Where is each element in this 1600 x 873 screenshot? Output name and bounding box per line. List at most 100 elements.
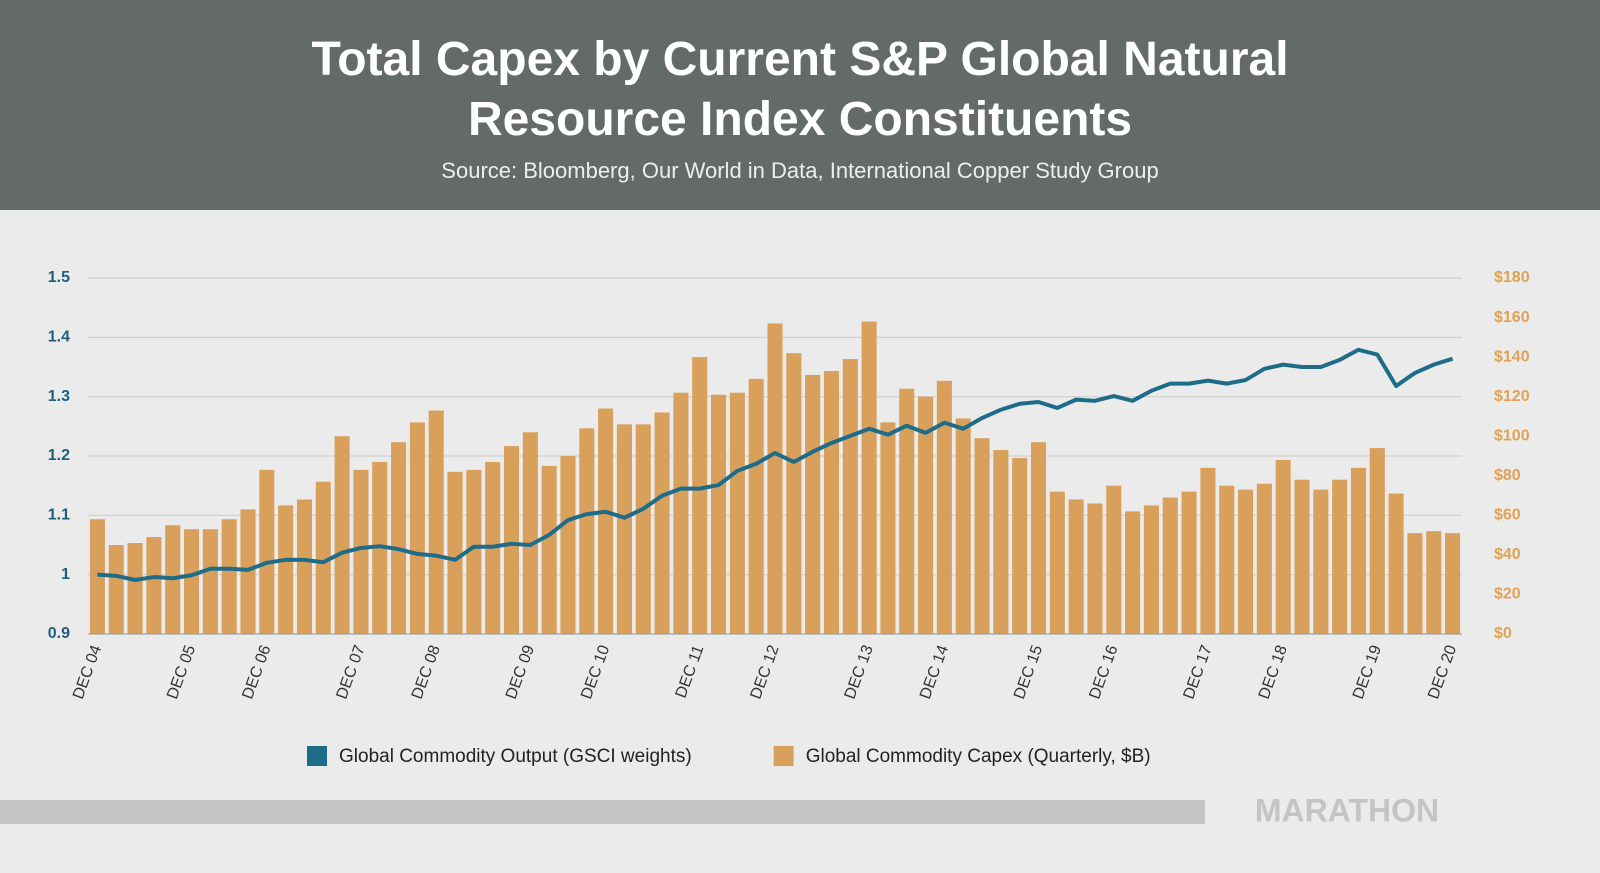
y2-tick-label: $160 [1494,309,1530,326]
bar [805,374,821,634]
bar [974,438,990,634]
bar [579,428,595,634]
bar [1238,489,1254,634]
y-tick-label: 1.5 [48,269,70,286]
bar [1143,505,1159,634]
bar [786,353,802,634]
y2-tick-label: $140 [1494,348,1530,365]
bar [1332,479,1348,634]
bar [1313,489,1329,634]
y-tick-label: 1.4 [48,329,70,346]
chart-title: Total Capex by Current S&P Global Natura… [311,33,1289,146]
y-tick-label: 0.9 [48,625,70,642]
x-tick-label: DEC 18 [1256,643,1291,702]
y-tick-label: 1.1 [48,507,70,524]
bar [1369,448,1385,634]
x-tick-label: DEC 20 [1425,643,1460,702]
y2-tick-label: $100 [1494,427,1530,444]
bar [936,380,952,634]
chart-subtitle: Source: Bloomberg, Our World in Data, In… [441,158,1159,183]
y2-tick-label: $120 [1494,388,1530,405]
x-tick-label: DEC 04 [70,643,105,702]
x-tick-label: DEC 12 [748,643,783,702]
bar [202,529,218,634]
bar [409,422,425,634]
line [97,347,1454,583]
bar [1407,533,1423,634]
y-tick-label: 1 [61,566,70,583]
bar [221,519,237,634]
bar [391,442,407,634]
bar [108,545,124,634]
y2-tick-label: $80 [1494,467,1521,484]
bar [1294,479,1310,634]
y2-tick-label: $40 [1494,546,1521,563]
y-tick-label: 1.3 [48,388,70,405]
bar [598,408,614,634]
bar [993,450,1009,634]
header: Total Capex by Current S&P Global Natura… [0,0,1600,210]
legend-swatch [307,746,327,766]
bar [183,529,200,634]
x-tick-label: DEC 08 [409,643,444,702]
x-tick-label: DEC 10 [578,643,613,702]
y2-tick-label: $0 [1494,625,1512,642]
bar [1200,467,1216,634]
bar [447,471,463,634]
bar [146,537,162,634]
bar [1181,491,1197,634]
brand: MARATHON [1255,792,1439,828]
x-tick-label: DEC 07 [334,643,369,702]
x-tick-label: DEC 11 [673,643,708,700]
bar [1350,467,1367,634]
bar [1012,457,1028,634]
bar [466,469,482,634]
bar [899,388,915,634]
legend-label: Global Commodity Output (GSCI weights) [339,746,692,767]
bar [541,465,557,634]
y-tick-label: 1.2 [48,447,70,464]
bar [654,412,670,634]
x-tick-label: DEC 14 [917,643,952,702]
x-tick-label: DEC 17 [1180,643,1215,702]
bar [729,392,745,634]
bar [278,505,294,634]
bar [616,424,632,634]
x-tick-label: DEC 05 [164,643,199,702]
x-tick-label: DEC 06 [239,643,274,702]
x-tick-label: DEC 13 [842,643,877,702]
legend-swatch [773,746,794,766]
bar [503,446,520,634]
bar [259,469,275,634]
bar [918,396,934,634]
bar [1275,459,1291,634]
bar [955,418,971,634]
x-tick-label: DEC 09 [503,643,538,702]
bar [1068,499,1084,634]
y2-tick-label: $20 [1494,586,1521,603]
bar [127,543,143,634]
legend-label: Global Commodity Capex (Quarterly, $B) [806,746,1151,767]
bar [842,359,858,634]
bar [880,422,896,634]
bar [673,392,689,634]
bar [692,357,708,634]
bar [296,499,312,634]
bar [1030,442,1047,634]
bar [1162,497,1178,634]
bar [1049,491,1065,634]
bar [711,394,727,634]
bar [1256,483,1272,634]
bar [353,469,369,634]
bar [861,321,877,634]
x-tick-label: DEC 15 [1011,643,1046,702]
bar [522,432,538,634]
bar [1106,485,1122,634]
bar [823,370,839,634]
bar [560,456,576,634]
bar [1125,511,1141,634]
bar [334,436,350,634]
bar [1445,533,1461,634]
